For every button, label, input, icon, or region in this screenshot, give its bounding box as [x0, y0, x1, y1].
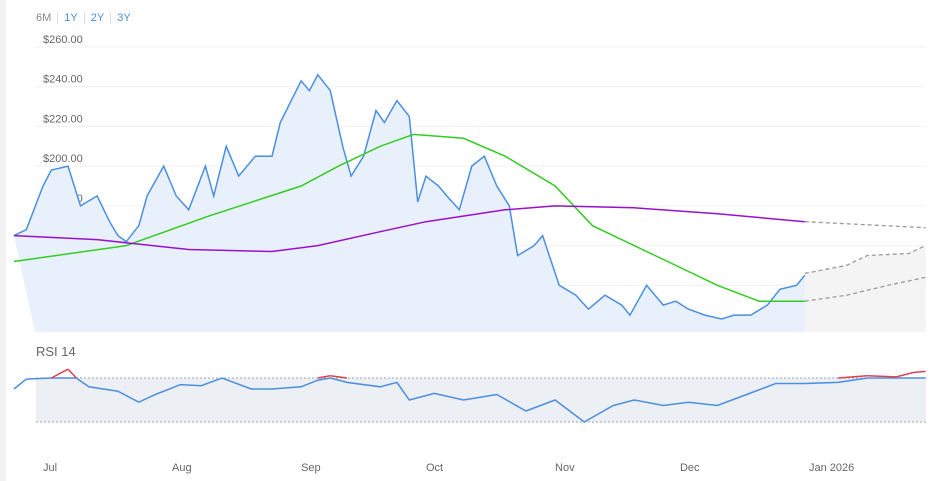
rsi-band [36, 378, 926, 422]
rsi-overbought-segment [838, 375, 868, 379]
rsi-overbought-segment [50, 368, 69, 379]
forecast-lower-line [804, 276, 926, 302]
rsi-overbought-segment [867, 375, 897, 378]
sma-long-line [13, 205, 805, 253]
rsi-overbought-segment [330, 375, 348, 379]
y-tick-label: $220.00 [43, 113, 83, 125]
range-selector: 6M 1Y 2Y 3Y [36, 12, 137, 24]
price-line [13, 73, 806, 320]
range-6m[interactable]: 6M [36, 12, 59, 24]
y-tick-label: $260.00 [43, 34, 83, 46]
sma-long-forecast-line [804, 221, 926, 229]
sma-short-line [13, 133, 805, 302]
rsi-overbought-segment [317, 375, 331, 379]
y-tick-label: $200.00 [43, 153, 83, 165]
y-tick-label: $240.00 [43, 74, 83, 86]
range-3y[interactable]: 3Y [117, 12, 131, 24]
forecast-upper-line [804, 245, 926, 275]
rsi-line [13, 377, 926, 423]
x-tick-label: Dec [680, 462, 700, 474]
rsi-overbought-segment [913, 370, 926, 374]
chart-svg: $120.00$140.00$160.00$180.00$200.00$220.… [13, 34, 926, 474]
forecast-area [804, 245, 926, 332]
x-tick-label: Nov [555, 462, 575, 474]
x-tick-label: Jan 2026 [809, 462, 854, 474]
x-tick-label: Aug [172, 462, 192, 474]
range-1y[interactable]: 1Y [58, 12, 85, 24]
rsi-label: RSI 14 [36, 344, 76, 359]
price-area [13, 74, 805, 333]
rsi-overbought-segment [896, 371, 914, 378]
rsi-overbought-segment [67, 368, 77, 379]
x-tick-label: Oct [426, 462, 443, 474]
range-2y[interactable]: 2Y [85, 12, 112, 24]
x-tick-label: Sep [301, 462, 321, 474]
x-tick-label: Jul [43, 462, 57, 474]
